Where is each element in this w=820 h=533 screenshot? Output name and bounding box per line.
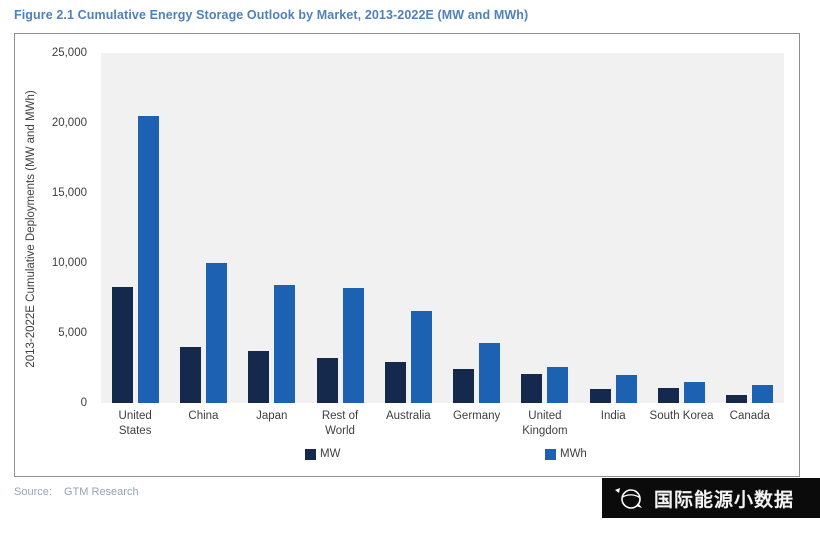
bar-mwh (752, 384, 774, 403)
legend-swatch-mwh-icon (545, 448, 556, 460)
bar-mwh (479, 342, 501, 403)
bar-group-germany (442, 53, 510, 403)
x-category-label: Rest of World (321, 410, 359, 437)
source-label: Source: (14, 486, 52, 498)
figure-title: Figure 2.1 Cumulative Energy Storage Out… (14, 8, 529, 22)
bar-group-australia (374, 53, 442, 403)
x-category-label: Canada (729, 410, 770, 422)
bar-mwh (547, 366, 569, 403)
x-category-label: India (600, 410, 626, 422)
bar-group-canada (716, 53, 784, 403)
x-category-label: China (188, 410, 219, 422)
x-category-label: United Kingdom (522, 410, 568, 437)
y-tick-label: 25,000 (51, 47, 87, 59)
bar-mwh (342, 288, 364, 403)
bar-mwh (274, 285, 296, 403)
watermark-logo-icon (615, 488, 642, 509)
y-tick-label: 20,000 (51, 117, 87, 129)
bar-mwh (684, 382, 706, 403)
bar-mw (384, 362, 406, 403)
bar-mw (179, 347, 201, 403)
bar-group-united-kingdom (511, 53, 579, 403)
bar-group-japan (238, 53, 306, 403)
bar-group-united-states (101, 53, 169, 403)
y-axis-ticks: 0 5,000 10,000 15,000 20,000 25,000 (15, 47, 87, 409)
y-tick-label: 10,000 (51, 257, 87, 269)
legend-swatch-mw-icon (305, 448, 316, 460)
bar-mw (589, 389, 611, 403)
bar-mwh (137, 116, 159, 403)
plot-area (101, 53, 784, 403)
bar-group-china (169, 53, 237, 403)
bar-mw (316, 358, 338, 403)
x-category-label: Japan (256, 410, 288, 422)
y-tick-label: 0 (80, 397, 87, 409)
bar-mw (726, 394, 748, 403)
watermark-badge: 国际能源小数据 (602, 478, 820, 518)
chart-frame: 2013-2022E Cumulative Deployments (MW an… (14, 33, 800, 477)
bar-group-south-korea (647, 53, 715, 403)
bar-group-rest-of-world (306, 53, 374, 403)
legend-item-mwh: MWh (545, 448, 587, 460)
bar-mwh (410, 310, 432, 403)
legend-label-mw: MW (320, 448, 341, 460)
bar-group-india (579, 53, 647, 403)
x-category-label: South Korea (649, 410, 714, 422)
watermark-text: 国际能源小数据 (654, 489, 795, 511)
legend-item-mw: MW (305, 448, 340, 460)
bar-mw (521, 373, 543, 403)
bar-mw (248, 351, 270, 403)
legend: MW MWh (15, 448, 801, 468)
y-tick-label: 15,000 (51, 187, 87, 199)
source-value: GTM Research (64, 486, 139, 498)
y-tick-label: 5,000 (58, 327, 87, 339)
bar-mwh (615, 375, 637, 403)
source-row: Source: GTM Research (14, 486, 139, 498)
x-axis-labels: United States China Japan Rest of World Aust… (101, 409, 784, 439)
bar-mw (453, 369, 475, 403)
bar-mw (111, 286, 133, 403)
x-category-label: Germany (452, 410, 501, 422)
bar-mwh (205, 263, 227, 403)
bar-mw (658, 387, 680, 403)
x-category-label: Australia (385, 410, 431, 422)
legend-label-mwh: MWh (560, 448, 587, 460)
x-category-label: United States (118, 410, 152, 437)
